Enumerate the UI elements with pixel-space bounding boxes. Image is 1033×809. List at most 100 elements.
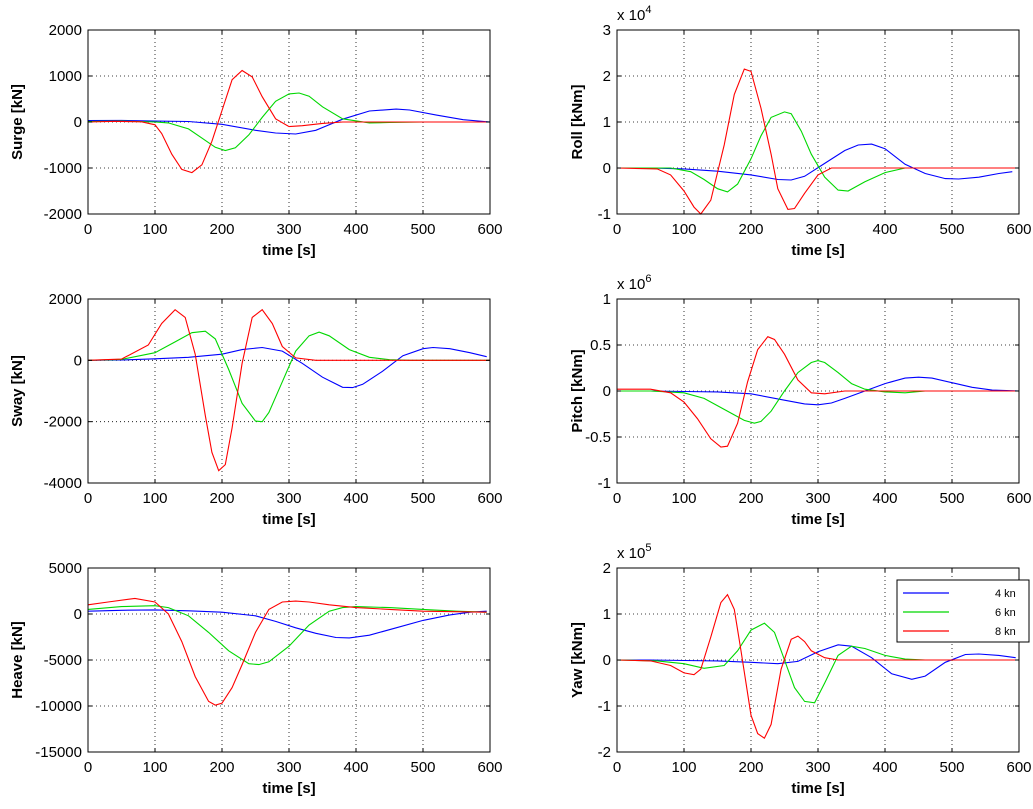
sway-xtick-label: 200 [209, 490, 234, 507]
heave-series-4-kn [87, 609, 487, 639]
pitch-xtick-label: 200 [738, 490, 763, 507]
heave-xtick-label: 300 [276, 759, 301, 776]
yaw-series-6-kn [616, 622, 1019, 704]
roll-exponent-value: 4 [645, 4, 651, 16]
sway-ytick-label: -4000 [44, 475, 82, 492]
roll-xtick-label: 0 [613, 221, 621, 238]
surge-ytick-label: -2000 [44, 206, 82, 223]
yaw-ytick-label: 1 [603, 606, 611, 623]
pitch-exponent-value: 6 [645, 273, 651, 285]
roll-ytick-label: 3 [603, 22, 611, 39]
pitch-ytick-label: 1 [603, 291, 611, 308]
yaw-xtick-label: 100 [671, 759, 696, 776]
surge-xtick-label: 200 [209, 221, 234, 238]
heave-xtick-label: 200 [209, 759, 234, 776]
yaw-xtick-label: 400 [872, 759, 897, 776]
pitch-ylabel: Pitch [kNm] [569, 349, 586, 432]
legend-label: 8 kn [995, 626, 1016, 638]
surge-series-8-kn [87, 69, 490, 174]
sway-series-8-kn [87, 308, 490, 472]
roll-ytick-label: -1 [598, 206, 611, 223]
sway-xtick-label: 100 [142, 490, 167, 507]
surge-xtick-label: 600 [477, 221, 502, 238]
heave-axes: 0 100 200 300 400 500 600 -15000 -10000 -5000 0 500… [9, 560, 503, 797]
pitch-xtick-label: 300 [805, 490, 830, 507]
heave-xtick-label: 100 [142, 759, 167, 776]
yaw-ytick-label: 2 [603, 560, 611, 577]
surge-ytick-label: -1000 [44, 160, 82, 177]
sway-ytick-label: 0 [74, 352, 82, 369]
heave-xtick-label: 600 [477, 759, 502, 776]
pitch-xlabel: time [s] [791, 511, 844, 528]
sway-series-6-kn [87, 330, 490, 423]
surge-xtick-label: 500 [410, 221, 435, 238]
surge-ytick-label: 2000 [49, 22, 82, 39]
sway-axes: 0 100 200 300 400 500 600 -4000 -2000 0 2000 time [… [9, 291, 503, 528]
roll-xtick-label: 300 [805, 221, 830, 238]
yaw-xtick-label: 200 [738, 759, 763, 776]
legend-label: 6 kn [995, 607, 1016, 619]
yaw-legend: 4 kn 6 kn 8 kn [896, 579, 1030, 643]
sway-ytick-label: 2000 [49, 291, 82, 308]
pitch-xtick-label: 500 [939, 490, 964, 507]
yaw-ytick-label: 0 [603, 652, 611, 669]
roll-ytick-label: 0 [603, 160, 611, 177]
pitch-axes: 0 100 200 300 400 500 600 -1 -0.5 0 0.5 1 time [s] Pi… [569, 273, 1032, 528]
yaw-ytick-label: -1 [598, 698, 611, 715]
yaw-exponent-value: 5 [645, 542, 651, 554]
roll-ylabel: Roll [kNm] [569, 84, 586, 159]
surge-xtick-label: 100 [142, 221, 167, 238]
yaw-ylabel: Yaw [kNm] [569, 622, 586, 698]
sway-ylabel: Sway [kN] [9, 355, 26, 427]
surge-xtick-label: 400 [343, 221, 368, 238]
legend-label: 4 kn [995, 588, 1016, 600]
surge-xtick-label: 300 [276, 221, 301, 238]
roll-xtick-label: 400 [872, 221, 897, 238]
pitch-series-4-kn [617, 376, 1020, 406]
roll-xtick-label: 500 [939, 221, 964, 238]
yaw-axes: 0 100 200 300 400 500 600 -2 -1 0 1 2 time [s] Yaw [k… [569, 542, 1032, 797]
pitch-xtick-label: 100 [671, 490, 696, 507]
surge-ytick-label: 1000 [49, 68, 82, 85]
roll-xtick-label: 600 [1006, 221, 1031, 238]
heave-ytick-label: -15000 [35, 744, 82, 761]
pitch-exponent-label: x 106 [617, 273, 651, 293]
pitch-series-8-kn [617, 336, 1019, 448]
sway-xtick-label: 0 [84, 490, 92, 507]
yaw-ytick-label: -2 [598, 744, 611, 761]
roll-ytick-label: 2 [603, 68, 611, 85]
heave-series-8-kn [87, 597, 487, 706]
heave-ytick-label: -10000 [35, 698, 82, 715]
sway-xtick-label: 400 [343, 490, 368, 507]
pitch-ytick-label: -1 [598, 475, 611, 492]
roll-ytick-label: 1 [603, 114, 611, 131]
sway-xtick-label: 600 [477, 490, 502, 507]
sway-ytick-label: -2000 [44, 414, 82, 431]
heave-xtick-label: 400 [343, 759, 368, 776]
roll-xtick-label: 100 [671, 221, 696, 238]
surge-xtick-label: 0 [84, 221, 92, 238]
sway-series-4-kn [87, 346, 487, 389]
heave-ytick-label: -5000 [44, 652, 82, 669]
yaw-series-8-kn [616, 593, 1019, 740]
surge-ylabel: Surge [kN] [9, 84, 26, 160]
roll-series-6-kn [617, 111, 1019, 193]
heave-series-6-kn [87, 605, 487, 666]
heave-xtick-label: 0 [84, 759, 92, 776]
roll-series-8-kn [616, 68, 1019, 215]
yaw-xtick-label: 500 [939, 759, 964, 776]
sway-xtick-label: 500 [410, 490, 435, 507]
legend-box [896, 579, 1030, 643]
surge-xlabel: time [s] [262, 242, 315, 259]
pitch-xtick-label: 600 [1006, 490, 1031, 507]
heave-xlabel: time [s] [262, 780, 315, 797]
roll-exponent-label: x 104 [617, 4, 651, 24]
roll-xtick-label: 200 [738, 221, 763, 238]
heave-ylabel: Heave [kN] [9, 621, 26, 699]
roll-series-4-kn [617, 143, 1013, 181]
pitch-ytick-label: 0 [603, 383, 611, 400]
surge-ytick-label: 0 [74, 114, 82, 131]
roll-xlabel: time [s] [791, 242, 844, 259]
